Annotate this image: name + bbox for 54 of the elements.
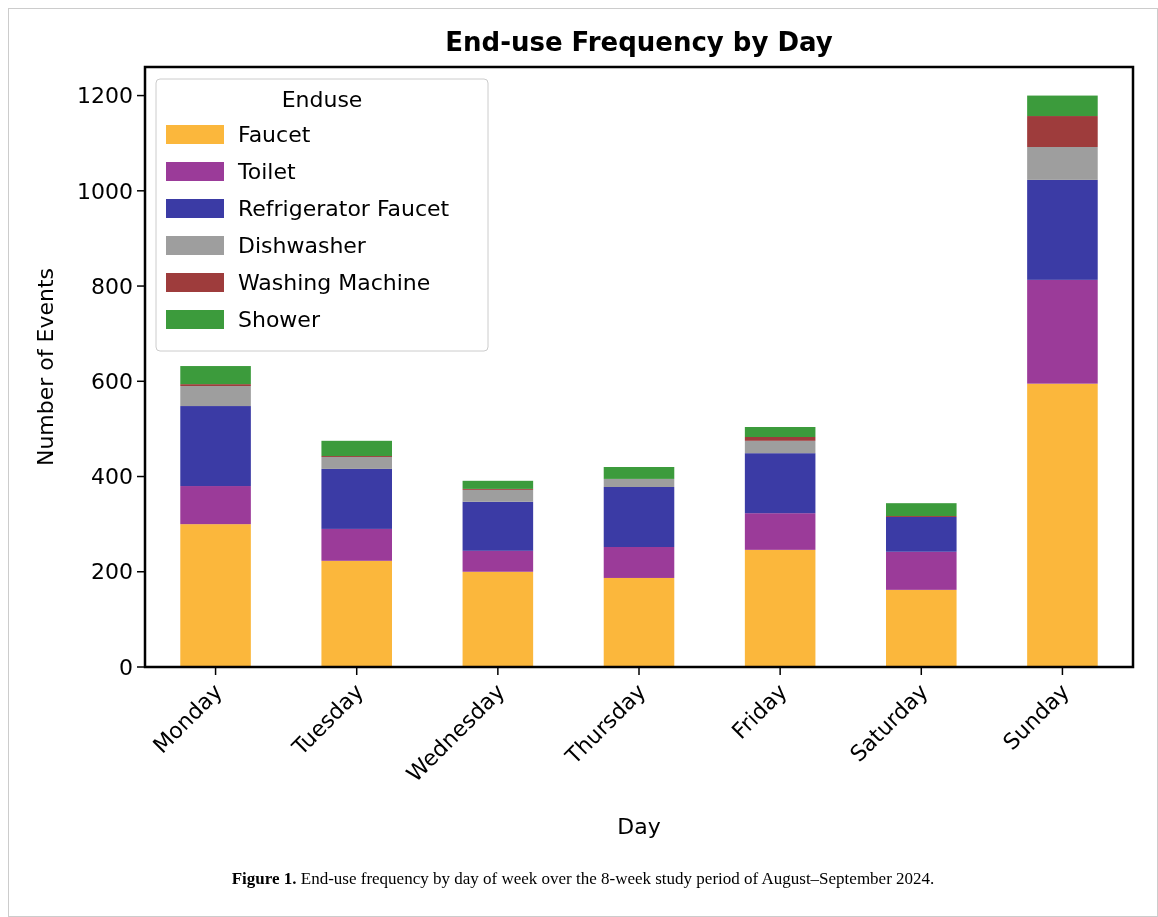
y-tick-label: 800	[91, 273, 133, 299]
bar	[180, 486, 251, 525]
x-axis-title: Day	[617, 814, 661, 839]
bar	[1027, 383, 1098, 667]
y-tick-label: 1000	[77, 178, 133, 204]
bar	[462, 501, 534, 551]
bar	[744, 427, 816, 437]
bar	[462, 571, 534, 667]
bar	[321, 528, 392, 561]
bar	[744, 513, 816, 550]
y-tick-label: 0	[119, 654, 133, 680]
bar	[603, 487, 675, 547]
legend-label: Shower	[238, 307, 321, 332]
bar	[744, 437, 816, 441]
bar	[744, 453, 816, 514]
bar	[180, 386, 251, 407]
bar	[886, 503, 957, 517]
bar	[603, 467, 675, 479]
caption: Figure 1. End-use frequency by day of week over the 8-week study period of August–September 2024.	[231, 869, 935, 888]
bar	[603, 478, 675, 487]
bar	[1027, 279, 1098, 384]
bar	[886, 517, 957, 552]
bar	[744, 440, 816, 454]
legend-label: Toilet	[237, 159, 296, 184]
bar	[462, 550, 534, 572]
bar	[321, 440, 392, 457]
y-axis-title: Number of Events	[33, 267, 58, 467]
bar	[886, 551, 957, 590]
y-tick-label: 400	[91, 464, 133, 490]
bar	[1027, 95, 1098, 117]
bar	[321, 457, 392, 469]
bar	[1027, 179, 1098, 280]
y-tick-label: 1200	[77, 83, 133, 109]
bar	[462, 489, 534, 502]
bar	[1027, 116, 1098, 147]
bar	[180, 406, 251, 487]
bar	[603, 577, 675, 667]
chart-title: End-use Frequency by Day	[445, 27, 833, 57]
bar	[180, 524, 251, 667]
y-tick-label: 200	[91, 559, 133, 585]
legend-label: Refrigerator Faucet	[238, 196, 450, 221]
bar	[1027, 147, 1098, 180]
bar	[744, 549, 816, 667]
bar	[321, 468, 392, 529]
legend-label: Washing Machine	[238, 270, 431, 295]
legend-label: Faucet	[238, 122, 311, 147]
legend-label: Dishwasher	[238, 233, 367, 258]
bar	[886, 589, 957, 667]
y-tick-label: 600	[91, 368, 133, 394]
legend-title: Enduse	[281, 87, 363, 112]
bar	[321, 560, 392, 667]
bar	[603, 547, 675, 578]
bar	[462, 480, 534, 489]
bar	[180, 366, 251, 385]
